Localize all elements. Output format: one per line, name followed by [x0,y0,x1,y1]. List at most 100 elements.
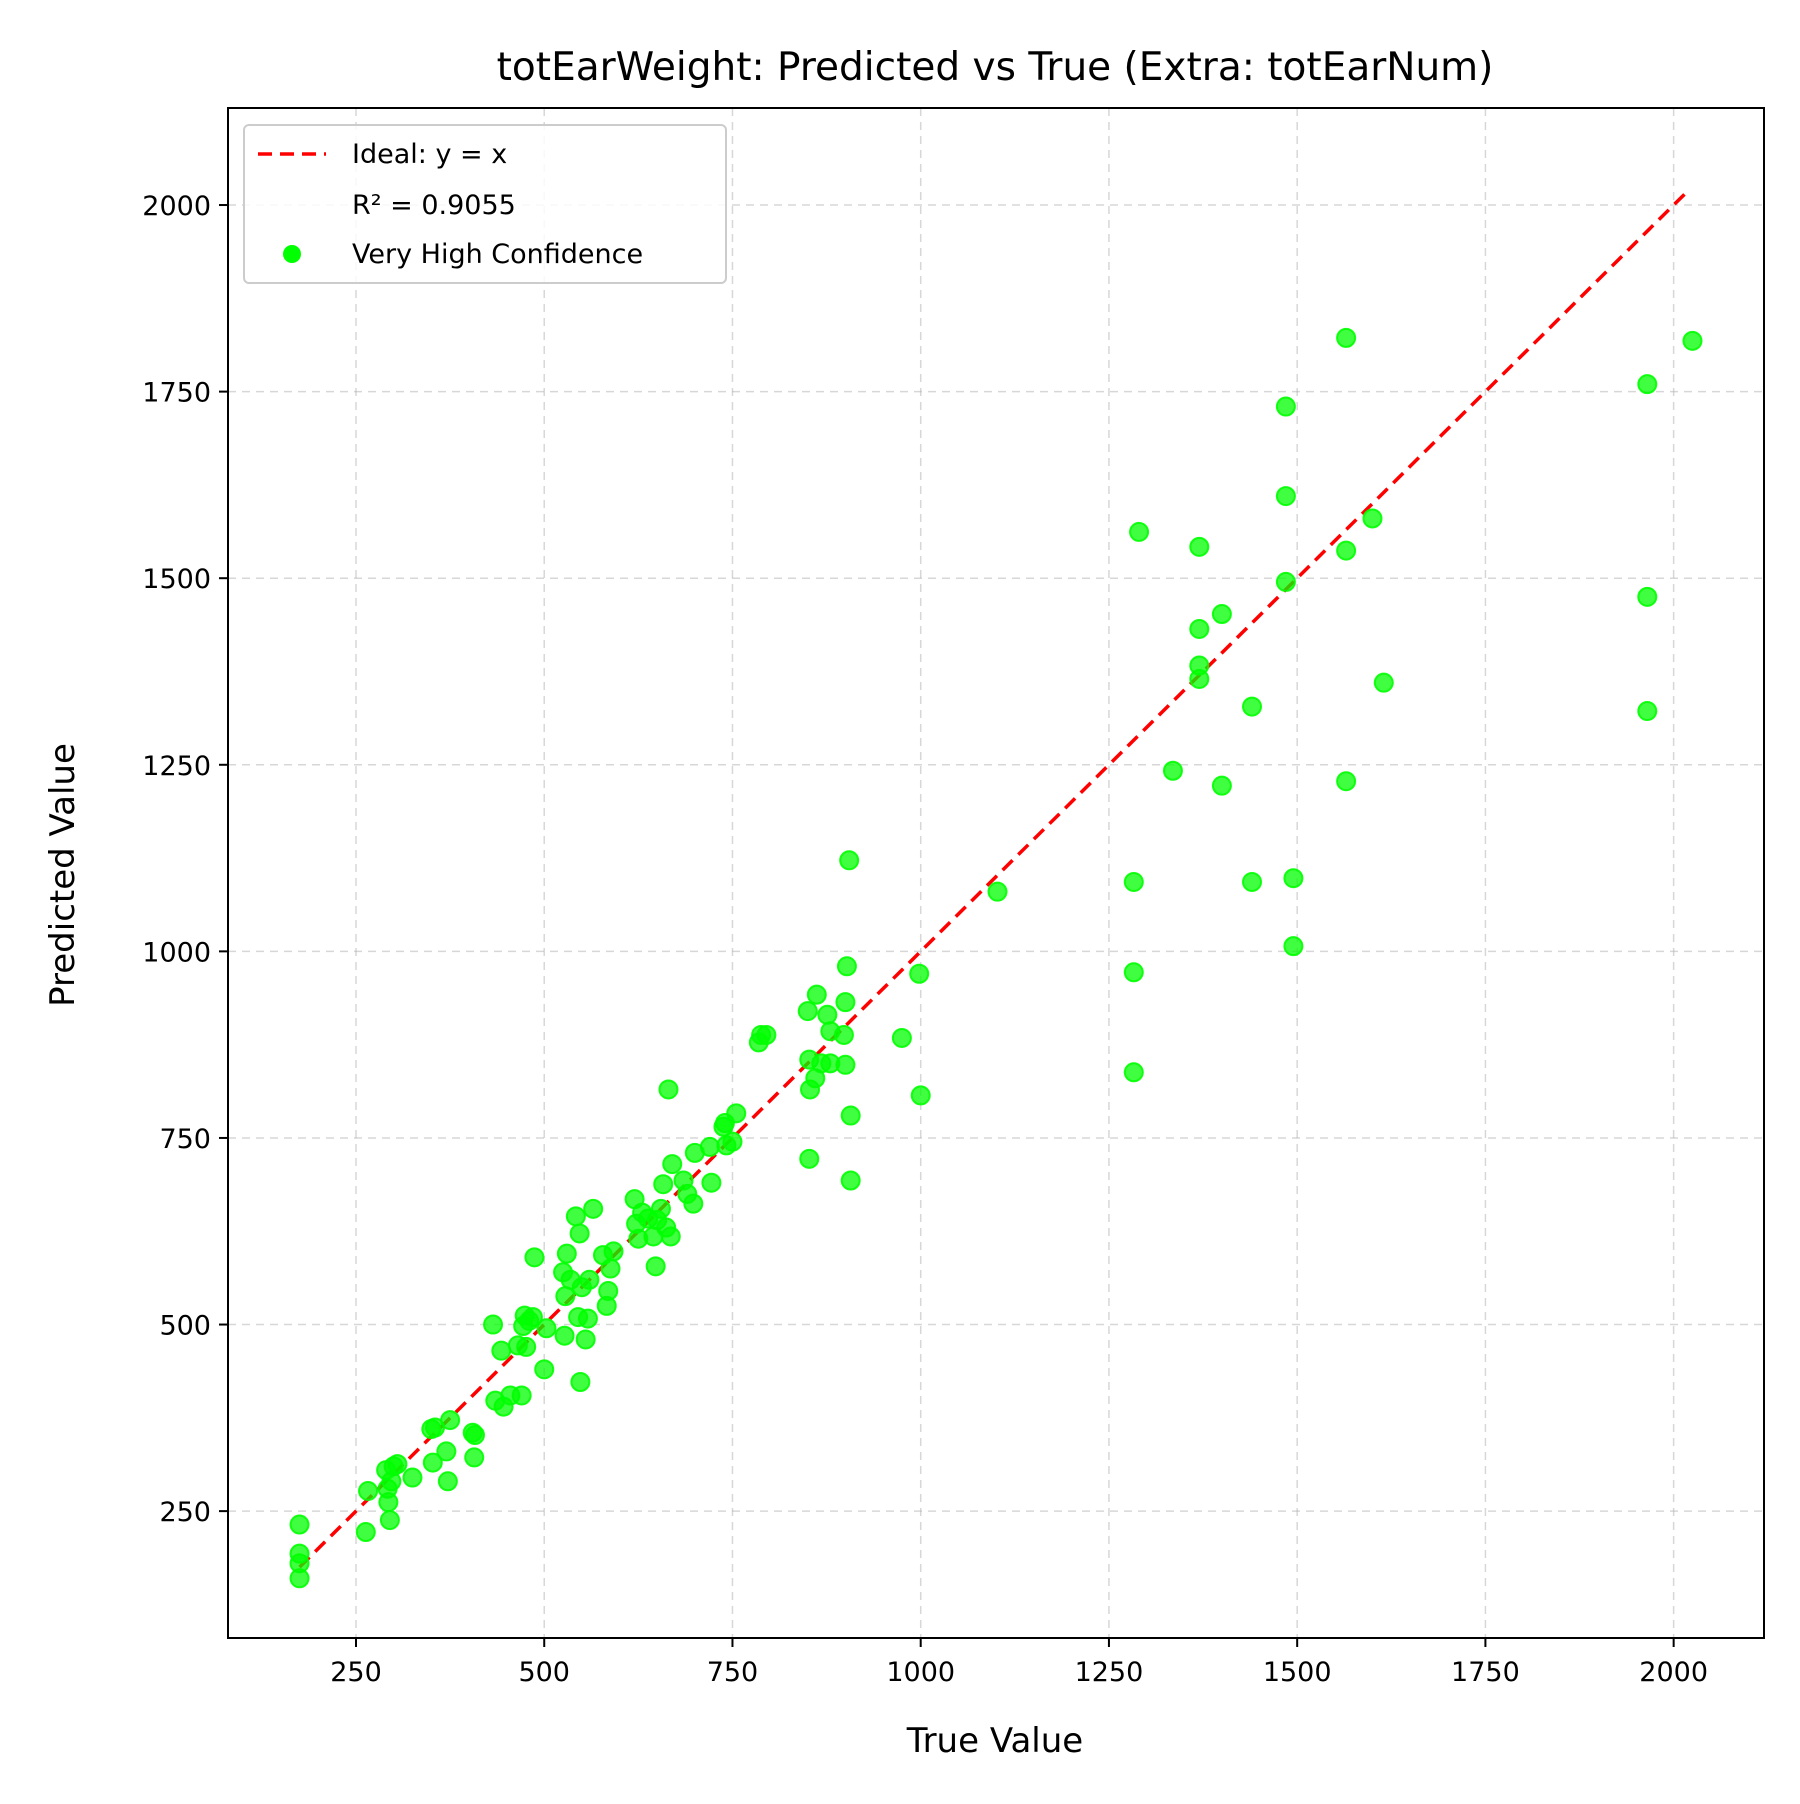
data-point [1189,618,1210,639]
data-point [891,1027,912,1048]
data-point [909,963,930,984]
data-point [833,1024,854,1045]
data-point [1129,521,1150,542]
data-point [840,1105,861,1126]
data-point [650,1198,671,1219]
data-point [987,881,1008,902]
data-point [464,1447,485,1468]
data-point [1211,604,1232,625]
x-tick-label: 1500 [1263,1657,1332,1688]
data-point [378,1492,399,1513]
data-point [756,1024,777,1045]
y-tick-label: 1500 [142,564,211,595]
data-point [683,1193,704,1214]
data-point [662,1154,683,1175]
data-point [437,1471,458,1492]
data-point [555,1286,576,1307]
legend-label: Very High Confidence [352,239,643,270]
data-point [645,1256,666,1277]
x-tick-label: 2000 [1639,1657,1708,1688]
data-point [289,1514,310,1535]
data-point [379,1510,400,1531]
data-point [491,1340,512,1361]
data-point [1275,571,1296,592]
legend-label: R² = 0.9055 [352,190,516,221]
data-point [570,1372,591,1393]
data-point [1211,775,1232,796]
data-point [387,1454,408,1475]
data-point [1162,760,1183,781]
y-tick-label: 1250 [142,751,211,782]
data-point [583,1198,604,1219]
y-tick-label: 500 [159,1311,211,1342]
data-point [358,1480,379,1501]
data-point [1123,962,1144,983]
data-point [1123,871,1144,892]
data-point [701,1172,722,1193]
data-point [579,1269,600,1290]
data-point [799,1148,820,1169]
data-point [1637,374,1658,395]
data-point [1123,1062,1144,1083]
data-point [722,1131,743,1152]
data-point [1283,936,1304,957]
data-point [536,1318,557,1339]
data-point [1242,871,1262,892]
x-tick-label: 250 [330,1657,382,1688]
series-points [289,327,1703,1589]
data-point [554,1325,575,1346]
data-point [699,1136,720,1157]
x-tick-label: 1750 [1451,1657,1520,1688]
data-point [835,992,856,1013]
data-point [1283,868,1304,889]
chart-title: totEarWeight: Predicted vs True (Extra: … [497,45,1494,90]
data-point [840,1170,861,1191]
data-point [289,1568,310,1589]
x-tick-label: 750 [707,1657,759,1688]
data-point [1189,536,1210,557]
data-point [1336,771,1357,792]
data-point [575,1329,596,1350]
data-point [806,984,827,1005]
data-point [577,1308,598,1329]
data-point [440,1410,461,1431]
data-point [1362,508,1383,529]
data-point [569,1223,590,1244]
legend-label: Ideal: y = x [352,139,507,170]
data-point [1637,701,1658,722]
legend: Ideal: y = x R² = 0.9055 Very High Confide… [243,124,727,284]
data-point [1275,396,1296,417]
data-point [836,956,857,977]
data-point [1275,486,1296,507]
data-point [436,1441,457,1462]
data-point [658,1079,679,1100]
data-point [1189,668,1210,689]
data-point [483,1314,504,1335]
data-point [464,1424,485,1445]
data-point [839,850,860,871]
data-point [797,1001,818,1022]
data-point [726,1103,747,1124]
y-axis-label: Predicted Value [43,743,83,1007]
data-point [600,1258,621,1279]
data-point [817,1004,838,1025]
legend-confidence-dot [283,245,301,263]
y-tick-label: 2000 [142,191,211,222]
data-point [1336,540,1357,561]
data-point [565,1206,586,1227]
x-tick-label: 1250 [1075,1657,1144,1688]
y-tick-label: 1000 [142,937,211,968]
data-point [660,1226,681,1247]
x-tick-label: 1000 [886,1657,955,1688]
data-point [1682,330,1703,351]
data-point [1336,327,1357,348]
data-point [835,1054,856,1075]
data-point [511,1385,532,1406]
data-point [598,1280,619,1301]
x-axis-label: True Value [906,1721,1083,1761]
y-tick-label: 250 [159,1497,211,1528]
y-tick-label: 1750 [142,378,211,409]
plot-frame [227,107,1765,1639]
